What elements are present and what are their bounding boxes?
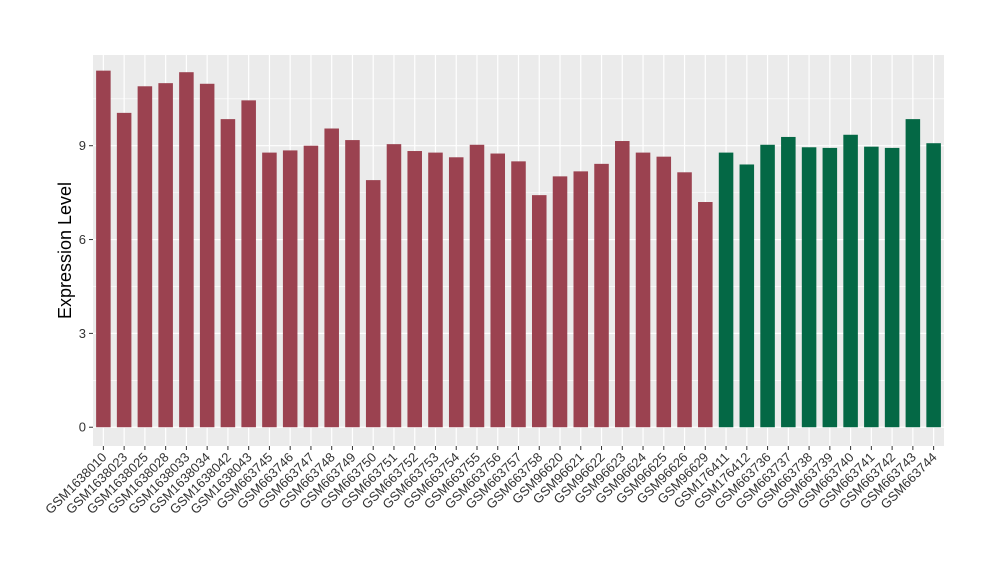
bar-GSM96620	[552, 176, 568, 428]
bar-GSM1638010	[96, 70, 111, 428]
bar-GSM176412	[739, 164, 755, 428]
y-axis: 0 3 6 9	[79, 138, 93, 435]
bars	[96, 70, 941, 428]
bar-GSM663753	[428, 152, 443, 428]
y-axis-title: Expression Level	[55, 182, 75, 319]
bar-GSM663752	[407, 151, 422, 428]
bar-GSM1638025	[137, 86, 153, 428]
bar-GSM663749	[345, 140, 360, 428]
bar-GSM663742	[884, 147, 900, 428]
bar-GSM96624	[635, 152, 651, 428]
x-axis: GSM1638010GSM1638023GSM1638025GSM1638028…	[42, 446, 940, 517]
bar-GSM663750	[365, 180, 381, 428]
bar-GSM663737	[781, 136, 796, 428]
bar-GSM663757	[511, 161, 526, 428]
bar-GSM663754	[448, 157, 464, 428]
y-tick-label: 9	[79, 138, 86, 153]
bar-GSM663747	[303, 145, 319, 428]
bar-GSM1638042	[220, 119, 236, 428]
bar-GSM1638043	[241, 100, 256, 428]
bar-GSM663741	[864, 146, 879, 428]
y-tick-label: 3	[79, 326, 86, 341]
y-tick-label: 6	[79, 232, 86, 247]
bar-GSM96623	[615, 141, 630, 428]
bar-GSM1638023	[116, 112, 132, 428]
bar-GSM663738	[801, 147, 817, 428]
bar-GSM663745	[262, 152, 277, 428]
bar-GSM663740	[843, 134, 858, 428]
bar-GSM663739	[822, 147, 838, 428]
bar-GSM663744	[926, 143, 941, 428]
y-tick-label: 0	[79, 420, 86, 435]
bar-GSM96625	[656, 156, 672, 428]
bar-GSM1638034	[199, 83, 215, 428]
bar-GSM663736	[760, 144, 775, 428]
bar-GSM663751	[386, 144, 402, 428]
bar-GSM96622	[594, 163, 609, 428]
bar-GSM663755	[469, 144, 485, 428]
bar-GSM1638033	[179, 72, 194, 428]
bar-GSM96629	[698, 202, 713, 428]
bar-GSM663756	[490, 153, 506, 428]
bar-GSM1638028	[158, 83, 173, 428]
bar-GSM663748	[324, 128, 339, 428]
bar-GSM663758	[531, 195, 547, 428]
bar-GSM176411	[718, 152, 734, 428]
bar-GSM96621	[573, 171, 589, 428]
bar-GSM96626	[677, 172, 692, 428]
bar-GSM663746	[282, 150, 298, 428]
bar-GSM663743	[905, 119, 921, 428]
